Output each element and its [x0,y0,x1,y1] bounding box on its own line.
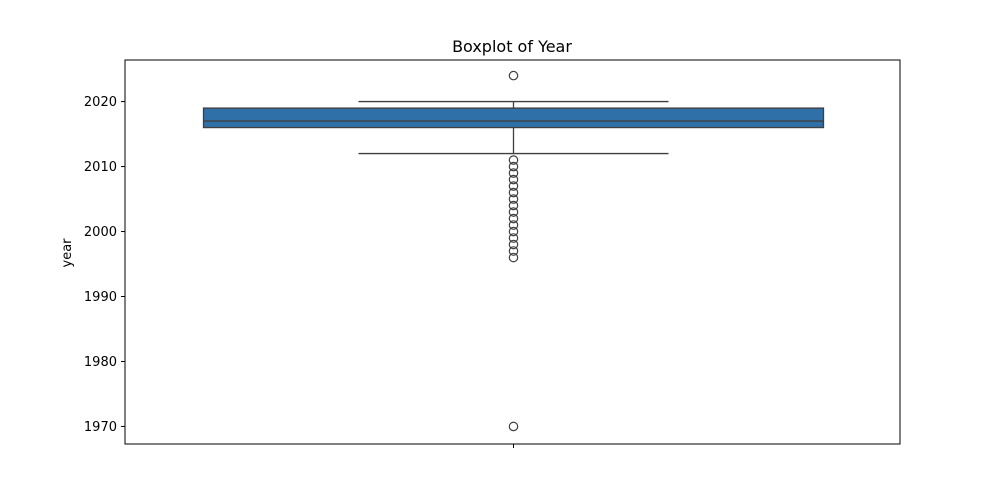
plot-frame [124,59,901,445]
outlier-point [508,233,519,243]
outlier-point [508,207,519,217]
y-tick-label: 1970 [84,420,117,435]
chart-title: Boxplot of Year [452,37,572,56]
y-axis-label: year [60,238,75,268]
outlier-point [508,161,519,172]
iqr-box [202,107,825,129]
outlier-point [508,252,519,263]
y-axis: 1970 1980 1990 2000 2010 2020 [84,95,125,435]
outlier-point [508,239,519,250]
outlier-point [508,181,519,191]
plot-area [202,70,825,432]
y-tick-label: 2020 [84,95,117,110]
outlier-point [508,200,519,211]
outlier-point [508,70,519,81]
outlier-point [508,168,519,178]
outlier-point [508,155,519,165]
outlier-point [508,220,519,230]
outlier-point [508,174,519,185]
outlier-point [508,421,519,432]
outlier-point [508,226,519,237]
y-tick-label: 2000 [84,225,117,240]
y-tick-label: 2010 [84,160,117,175]
outlier-point [508,194,519,204]
y-tick-label: 1990 [84,290,117,305]
outlier-point [508,246,519,256]
y-tick-label: 1980 [84,355,117,370]
outlier-point [508,213,519,224]
outlier-point [508,187,519,198]
